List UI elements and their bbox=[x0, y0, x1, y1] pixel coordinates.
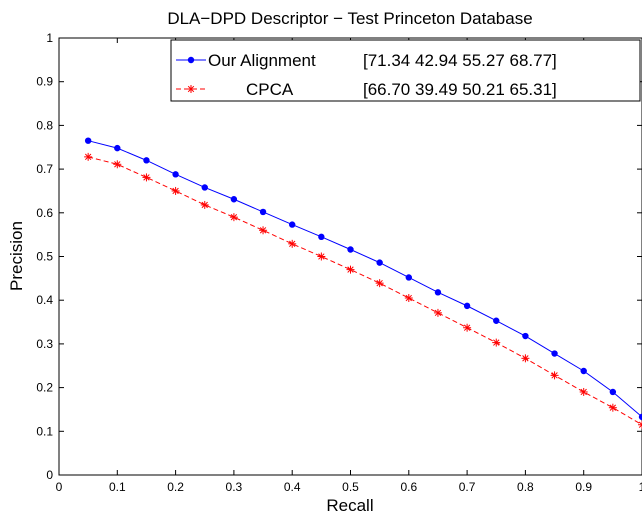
series-line-our-alignment bbox=[88, 140, 642, 418]
legend-marker-our-alignment bbox=[187, 56, 195, 64]
x-tick-label: 0.7 bbox=[459, 480, 476, 494]
data-point-cpca bbox=[142, 173, 151, 182]
data-point-cpca bbox=[404, 294, 413, 303]
legend: Our Alignment [71.34 42.94 55.27 68.77] … bbox=[170, 39, 641, 102]
series-line-cpca bbox=[88, 156, 642, 426]
x-tick-label: 0.4 bbox=[284, 480, 301, 494]
data-point-our-alignment bbox=[609, 388, 617, 396]
x-tick-label: 1 bbox=[639, 480, 642, 494]
data-point-cpca bbox=[171, 186, 180, 195]
data-point-our-alignment bbox=[318, 233, 325, 241]
x-tick-label: 0 bbox=[56, 480, 63, 494]
legend-label-our-alignment: Our Alignment bbox=[208, 51, 316, 70]
data-point-cpca bbox=[200, 200, 209, 209]
data-point-cpca bbox=[433, 308, 442, 317]
y-tick-label: 0.2 bbox=[36, 381, 53, 395]
data-point-cpca bbox=[288, 239, 297, 248]
data-point-our-alignment bbox=[463, 302, 471, 310]
legend-marker-cpca bbox=[187, 85, 195, 93]
data-point-our-alignment bbox=[289, 221, 296, 228]
data-point-our-alignment bbox=[522, 332, 529, 340]
y-tick-label: 0 bbox=[46, 468, 53, 482]
plot-area bbox=[58, 37, 642, 476]
legend-asterisk-cpca bbox=[187, 85, 195, 93]
x-tick-label: 0.9 bbox=[575, 480, 592, 494]
data-point-our-alignment bbox=[201, 184, 208, 191]
legend-values-our-alignment: [71.34 42.94 55.27 68.77] bbox=[363, 51, 557, 70]
y-tick-label: 0.7 bbox=[36, 162, 53, 176]
data-point-cpca bbox=[317, 252, 326, 261]
x-axis-label: Recall bbox=[326, 496, 373, 515]
data-point-our-alignment bbox=[347, 246, 354, 253]
data-point-our-alignment bbox=[638, 413, 642, 421]
data-point-our-alignment bbox=[172, 171, 179, 178]
y-axis-label: Precision bbox=[7, 221, 26, 291]
data-point-our-alignment bbox=[143, 157, 150, 164]
legend-label-cpca: CPCA bbox=[246, 80, 294, 99]
data-point-cpca bbox=[550, 371, 559, 380]
x-tick-label: 0.2 bbox=[167, 480, 184, 494]
axis-ticks: 0 0.1 0.2 0.3 0.4 0.5 0.6 0.7 0.8 0.9 1 0 0.1 0.2 0.3 0… bbox=[36, 31, 642, 494]
y-tick-label: 1 bbox=[46, 31, 53, 45]
data-point-cpca bbox=[259, 226, 268, 235]
data-point-our-alignment bbox=[84, 137, 92, 144]
x-tick-label: 0.5 bbox=[342, 480, 359, 494]
data-point-our-alignment bbox=[434, 289, 442, 296]
data-point-cpca bbox=[346, 265, 355, 274]
x-tick-label: 0.1 bbox=[109, 480, 126, 494]
data-point-our-alignment bbox=[230, 196, 238, 203]
data-point-cpca bbox=[84, 152, 93, 161]
data-point-our-alignment bbox=[580, 367, 587, 375]
x-tick-label: 0.6 bbox=[400, 480, 417, 494]
data-point-cpca bbox=[521, 354, 530, 363]
data-point-our-alignment bbox=[376, 259, 383, 266]
data-point-cpca bbox=[229, 213, 238, 222]
y-tick-label: 0.6 bbox=[36, 206, 53, 220]
data-point-our-alignment bbox=[259, 208, 267, 216]
x-tick-label: 0.3 bbox=[226, 480, 243, 494]
x-tick-label: 0.8 bbox=[517, 480, 534, 494]
y-tick-label: 0.8 bbox=[36, 118, 53, 132]
series-layer bbox=[84, 137, 642, 429]
data-point-cpca bbox=[579, 387, 588, 396]
data-point-cpca bbox=[638, 420, 642, 429]
y-tick-label: 0.9 bbox=[36, 75, 53, 89]
data-point-our-alignment bbox=[405, 274, 412, 281]
data-point-cpca bbox=[608, 403, 617, 412]
data-point-cpca bbox=[492, 338, 501, 347]
data-point-our-alignment bbox=[114, 144, 121, 152]
y-tick-label: 0.3 bbox=[36, 337, 53, 351]
data-point-cpca bbox=[463, 323, 472, 332]
data-point-cpca bbox=[113, 160, 122, 169]
data-point-cpca bbox=[375, 279, 384, 288]
legend-values-cpca: [66.70 39.49 50.21 65.31] bbox=[363, 80, 557, 99]
y-tick-label: 0.5 bbox=[36, 250, 53, 264]
data-point-our-alignment bbox=[493, 317, 500, 324]
y-tick-label: 0.1 bbox=[36, 424, 53, 438]
data-point-our-alignment bbox=[551, 350, 558, 357]
y-tick-label: 0.4 bbox=[36, 293, 53, 307]
chart-title: DLA−DPD Descriptor − Test Princeton Data… bbox=[167, 9, 532, 28]
legend-box bbox=[170, 39, 641, 102]
